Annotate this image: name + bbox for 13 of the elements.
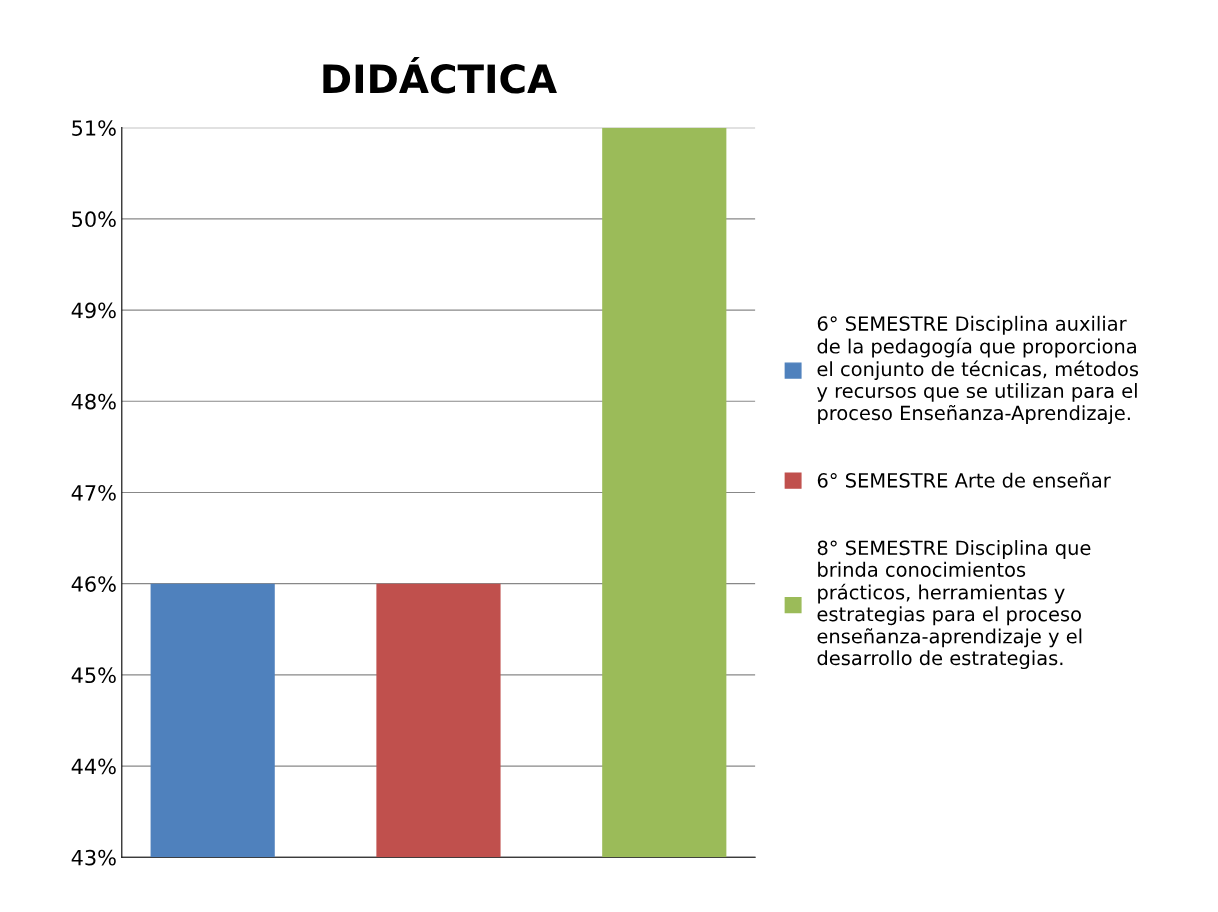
y-tick-label: 48% [71,393,116,410]
y-tick-label: 49% [71,302,116,319]
y-tick-label: 44% [71,758,116,775]
y-tick-label: 45% [71,667,116,684]
chart-title: DIDÁCTICA [323,56,557,94]
legend-label: 6° SEMESTRE Disciplina auxiliar de la pedagogía que proporciona el conjunto de técnicas, métodos y recursos que se utilizan para el proceso Enseñanza-Aprendizaje. [817,315,1139,425]
y-tick-label: 43% [71,849,116,866]
y-tick-label: 46% [71,576,116,592]
y-tick-label: 51% [72,120,116,136]
y-tick-label: 47% [71,484,116,501]
legend-label: 6° SEMESTRE Arte de enseñar [817,472,1111,488]
legend-label: 8° SEMESTRE Disciplina que brinda conocimientos prácticos, herramientas y estrategias para el proceso enseñanza-aprendizaje y el desarrollo de estrategias. [817,540,1091,670]
y-tick-label: 50% [72,211,116,228]
